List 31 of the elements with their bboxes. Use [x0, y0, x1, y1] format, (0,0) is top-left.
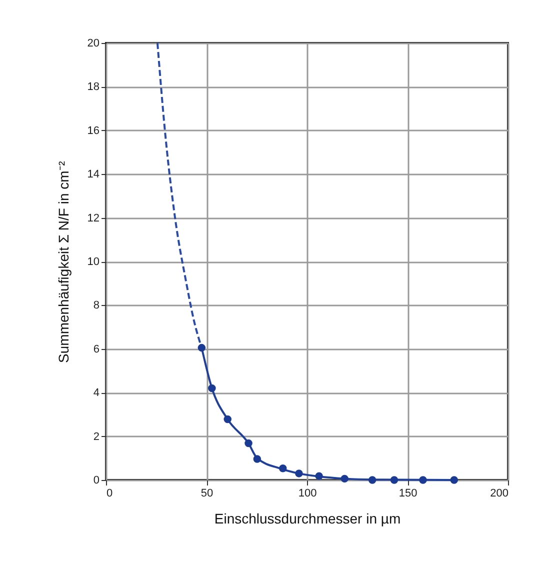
point: [253, 455, 262, 463]
x-tick-label: 100: [298, 488, 317, 500]
x-axis-title: Einschlussdurchmesser in µm: [214, 510, 401, 526]
y-tick-label: 12: [87, 212, 100, 224]
point: [419, 476, 427, 484]
point: [198, 344, 206, 352]
point: [450, 476, 458, 484]
y-tick-label: 4: [93, 387, 100, 400]
point: [390, 476, 398, 484]
point: [244, 439, 252, 448]
y-tick-label: 8: [93, 300, 100, 312]
y-tick-label: 18: [87, 81, 100, 94]
point: [368, 476, 376, 484]
y-axis-title: Summenhäufigkeit Σ N/F in cm⁻²: [55, 160, 72, 363]
point: [208, 384, 216, 392]
y-tick-label: 20: [87, 38, 100, 50]
point: [224, 415, 232, 424]
point: [315, 472, 323, 480]
point: [295, 470, 303, 478]
point: [340, 474, 348, 483]
y-tick-label: 14: [87, 168, 100, 181]
point: [279, 464, 287, 472]
y-tick-label: 2: [93, 430, 100, 443]
y-tick-label: 16: [87, 124, 100, 137]
x-tick-label: 50: [200, 488, 214, 500]
x-tick-label: 200: [490, 488, 508, 500]
y-tick-label: 6: [93, 343, 100, 356]
y-tick-label: 0: [93, 474, 100, 486]
x-tick-label: 150: [398, 488, 418, 500]
y-tick-label: 10: [87, 256, 100, 268]
x-tick-label: 0: [106, 488, 113, 500]
